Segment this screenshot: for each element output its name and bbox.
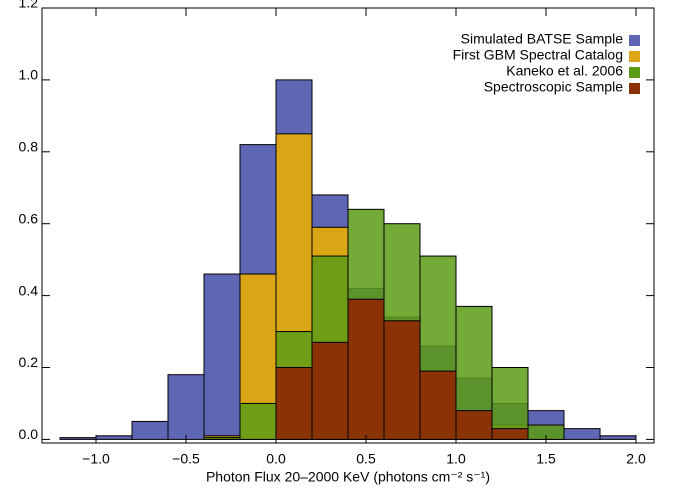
legend-swatch [629, 67, 640, 78]
x-tick-label: 1.0 [446, 451, 466, 467]
bar [455, 410, 493, 440]
bar [131, 420, 169, 440]
legend-swatch [629, 35, 640, 46]
bar [59, 437, 97, 440]
bar [347, 298, 385, 440]
y-tick-label: 1.0 [19, 67, 39, 83]
bar [203, 273, 241, 440]
plot-frame [41, 7, 655, 444]
legend-label: Kaneko et al. 2006 [506, 63, 623, 79]
x-tick-label: −0.5 [172, 451, 200, 467]
y-tick-label: 0.2 [19, 354, 39, 370]
x-tick-label: 2.0 [626, 451, 646, 467]
x-axis-label: Photon Flux 20–2000 KeV (photons cm⁻² s⁻… [206, 469, 490, 485]
bar [491, 367, 529, 440]
y-tick-label: 0.8 [19, 139, 39, 155]
bar [167, 374, 205, 440]
y-tick-label: 0.4 [19, 282, 39, 298]
bar [563, 428, 601, 440]
bar [383, 320, 421, 440]
bar [275, 367, 313, 440]
bar [599, 435, 637, 440]
x-tick-label: 0.5 [356, 451, 376, 467]
bar [491, 428, 529, 440]
y-tick-label: 1.2 [19, 0, 39, 11]
legend-label: Simulated BATSE Sample [461, 31, 624, 47]
bar [239, 402, 277, 440]
y-tick-label: 0.6 [19, 210, 39, 226]
bar [419, 370, 457, 440]
legend-label: Spectroscopic Sample [484, 79, 624, 95]
legend-swatch [629, 83, 640, 94]
x-tick-label: 1.5 [536, 451, 556, 467]
bar [203, 437, 241, 440]
x-tick-label: 0.0 [266, 451, 286, 467]
legend-label: First GBM Spectral Catalog [453, 47, 623, 63]
x-tick-label: −1.0 [82, 451, 110, 467]
legend-swatch [629, 51, 640, 62]
bar [95, 435, 133, 440]
y-tick-label: 0.0 [19, 426, 39, 442]
bar [311, 341, 349, 440]
